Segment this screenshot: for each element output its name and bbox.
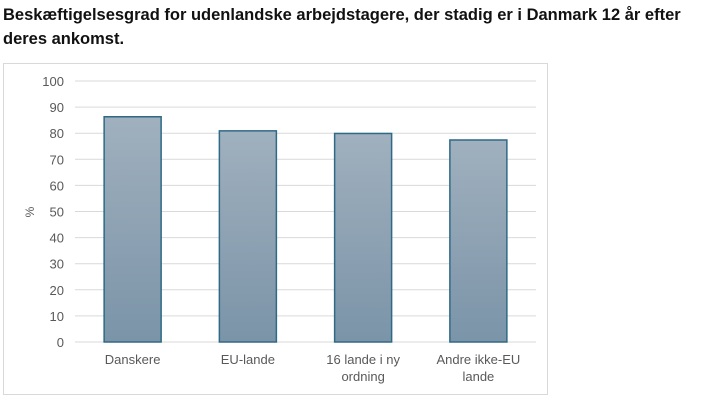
y-tick-label: 70 <box>50 152 64 167</box>
y-tick-label: 90 <box>50 100 64 115</box>
y-tick-label: 40 <box>50 231 64 246</box>
y-tick-label: 50 <box>50 205 64 220</box>
x-tick-label: EU-lande <box>221 352 275 367</box>
x-tick-label: ordning <box>341 369 384 384</box>
chart-title: Beskæftigelsesgrad for udenlandske arbej… <box>3 6 681 48</box>
y-tick-label: 10 <box>50 309 64 324</box>
y-tick-label: 60 <box>50 178 64 193</box>
x-tick-label: 16 lande i ny <box>326 352 400 367</box>
bar <box>103 116 162 343</box>
y-tick-label: 30 <box>50 257 64 272</box>
x-tick-label: Danskere <box>105 352 161 367</box>
y-axis-label: % <box>23 206 37 217</box>
y-tick-label: 20 <box>50 283 64 298</box>
bar <box>333 132 393 343</box>
chart-frame <box>3 63 548 395</box>
x-tick-label: lande <box>462 369 494 384</box>
y-tick-label: 0 <box>57 335 64 350</box>
bar <box>218 130 278 343</box>
y-tick-label: 100 <box>42 74 64 89</box>
x-tick-label: Andre ikke-EU <box>436 352 520 367</box>
bar <box>449 139 508 343</box>
y-tick-label: 80 <box>50 126 64 141</box>
